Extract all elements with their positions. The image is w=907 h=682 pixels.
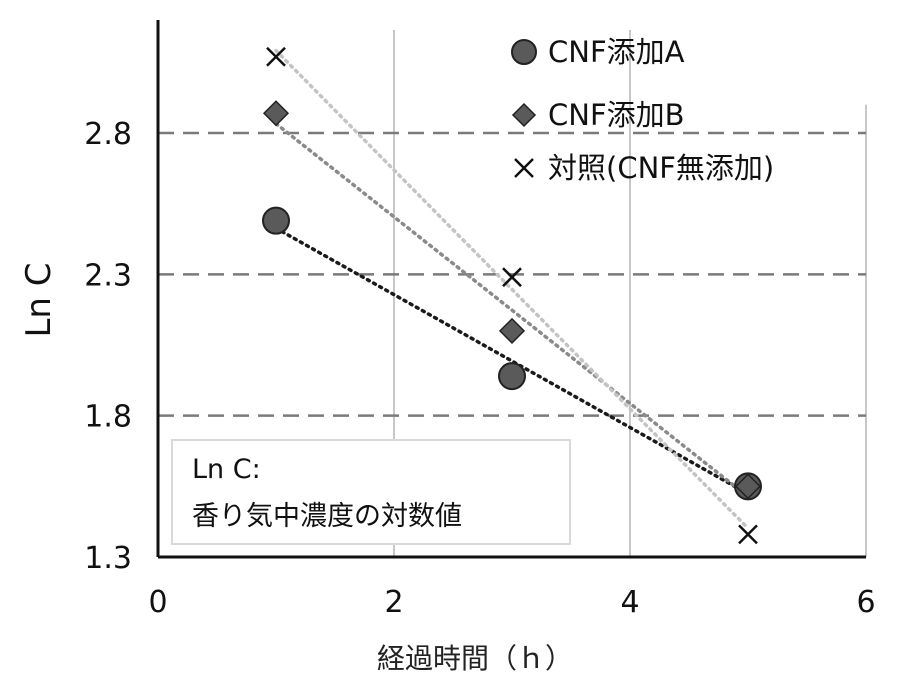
y-tick-label: 1.3 [84, 541, 132, 576]
y-tick-labels: 1.3 1.8 2.3 2.8 [84, 117, 132, 576]
y-tick-label: 2.8 [84, 117, 132, 152]
circle-point-series-0 [262, 206, 290, 235]
legend-label: CNF添加A [548, 35, 685, 69]
x-point-series-2 [502, 267, 522, 288]
y-axis-title: Ln C [19, 262, 59, 337]
trendlines [274, 48, 750, 531]
x-stroke [514, 158, 534, 178]
legend-label: 対照(CNF無添加) [548, 151, 774, 185]
circle-point-series-0 [498, 362, 526, 391]
x-tick-label: 0 [148, 585, 167, 620]
x-stroke [502, 267, 522, 288]
legend-label: CNF添加B [548, 98, 685, 132]
diamond-point-series-1 [498, 317, 526, 344]
data-points [262, 46, 762, 545]
note-box-frame [171, 439, 571, 545]
trendline [274, 121, 750, 499]
trendline [274, 48, 750, 531]
diamond-point-series-1 [734, 473, 762, 500]
x-tick-label: 6 [856, 585, 875, 620]
legend-marker-diamond [511, 102, 537, 128]
diamond-point-series-1 [262, 100, 290, 127]
y-tick-label: 2.3 [84, 258, 132, 293]
x-axis-title: 経過時間（ｈ） [377, 642, 573, 675]
x-stroke [738, 524, 758, 545]
legend-marker-x [514, 158, 534, 178]
legend: CNF添加A CNF添加B 対照(CNF無添加) [511, 35, 774, 185]
x-stroke [266, 46, 286, 67]
axes [156, 20, 866, 559]
x-point-series-2 [738, 524, 758, 545]
legend-marker-circle [511, 39, 537, 65]
y-tick-label: 1.8 [84, 400, 132, 435]
x-tick-label: 2 [384, 585, 403, 620]
note-line-2: 香り気中濃度の対数値 [192, 501, 462, 532]
note-line-1: Ln C: [192, 454, 261, 485]
grid [158, 30, 867, 557]
x-tick-labels: 0 2 4 6 [148, 585, 875, 620]
x-tick-label: 4 [620, 585, 639, 620]
note-box: Ln C: 香り気中濃度の対数値 [171, 439, 571, 545]
x-point-series-2 [266, 46, 286, 67]
